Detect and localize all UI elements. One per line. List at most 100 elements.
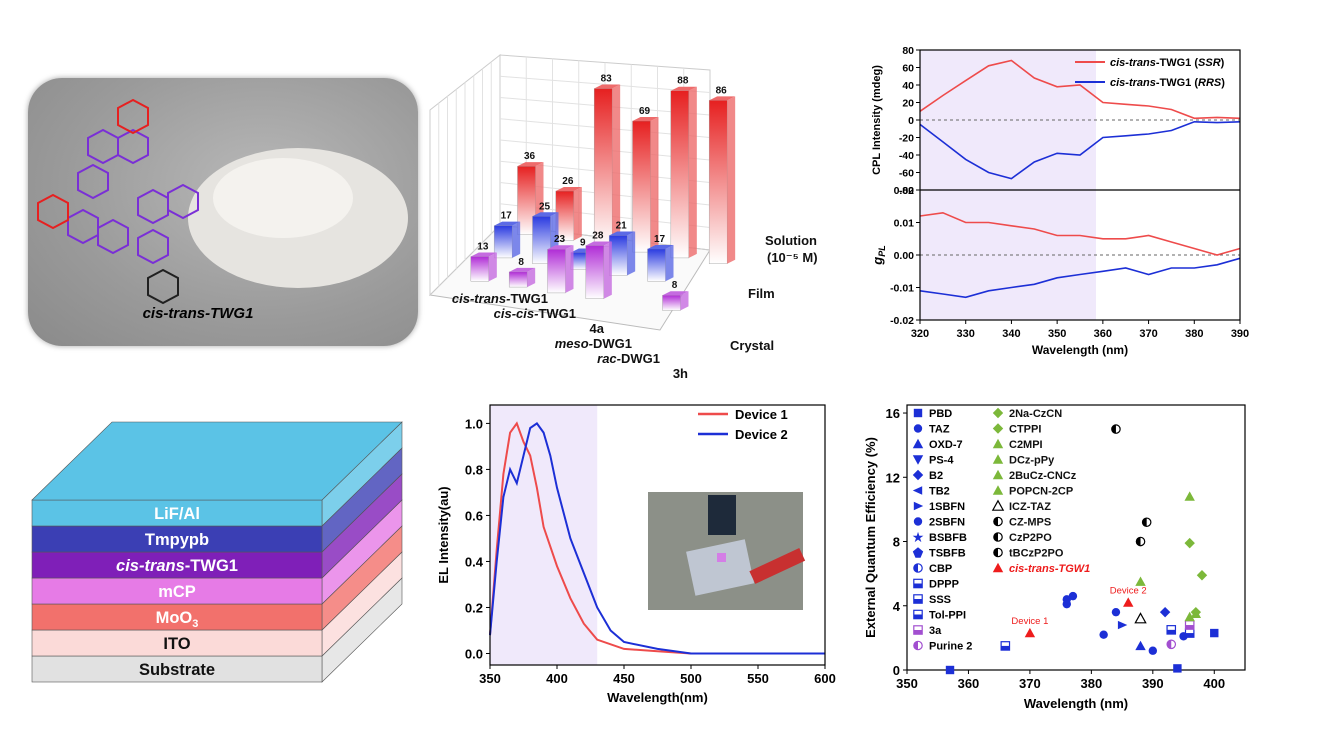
legend-label: ICZ-TAZ [1009, 501, 1051, 513]
ytick-label: 80 [902, 45, 914, 57]
bar-side [527, 267, 536, 288]
xtick-label: 500 [680, 671, 702, 686]
legend-label: OXD-7 [929, 439, 963, 451]
bar-2-1 [555, 190, 575, 241]
legend-marker [991, 499, 1005, 511]
legend-label: 2SBFN [929, 517, 965, 529]
legend-marker [992, 438, 1004, 449]
legend-label: Purine 2 [929, 641, 972, 653]
plot-frame [919, 49, 1241, 321]
xtick-label: 340 [1002, 328, 1020, 340]
eqe-svg: Device 1 Device 2 350 360 370 380 390 400 0 4 8 12 1… [863, 404, 1246, 711]
legend-label: tBCzP2PO [1009, 548, 1064, 560]
legend-label: 3a [929, 625, 942, 637]
bar-value-label: 8 [518, 257, 524, 268]
layer-front [31, 499, 323, 527]
xtick-label: 360 [958, 676, 980, 691]
xtick-label: 600 [814, 671, 836, 686]
ytick-label: 0 [893, 663, 900, 678]
legend-marker [992, 485, 1004, 495]
legend-label: TB2 [929, 486, 950, 498]
eqe-point-29 [1196, 570, 1208, 581]
bar-side [727, 96, 736, 264]
el-chart: 350 400 450 500 550 600 0.0 0.2 0.4 0.6 0.8 1.0 Wave… [430, 395, 840, 725]
eqe-xlabel: Wavelength (nm) [1024, 696, 1128, 711]
category-label: meso-DWG1 [555, 336, 632, 351]
xtick-label: 370 [1019, 676, 1041, 691]
layer-sub: 3 [192, 618, 198, 630]
layer-front [31, 629, 323, 657]
bar-top [470, 252, 497, 257]
cpl-series-1 [919, 120, 1241, 180]
bar-value-label: 36 [524, 151, 536, 162]
category-label: rac-DWG1 [597, 351, 660, 366]
bar-2-4 [670, 90, 690, 259]
eqe-point-26 [1184, 491, 1195, 501]
photo-svg: cis-trans-TWG1 [37, 98, 408, 322]
bar-side [665, 244, 674, 282]
molecule-structure [37, 98, 199, 305]
legend-marker [912, 438, 924, 449]
eqe-point-0 [945, 665, 955, 675]
xtick-label: 380 [1185, 328, 1203, 340]
legend-label: C2MPI [1009, 439, 1043, 451]
plot-frame [489, 404, 826, 666]
el-svg: 350 400 450 500 550 600 0.0 0.2 0.4 0.6 0.8 1.0 Wave… [436, 404, 836, 705]
inset-probe [749, 547, 806, 584]
bar-value-label: 17 [654, 234, 666, 245]
legend-marker [912, 455, 924, 465]
legend-marker [912, 547, 924, 558]
xtick-label: 400 [1203, 676, 1225, 691]
bar-value-label: 21 [616, 221, 628, 232]
el-xlabel: Wavelength(nm) [607, 690, 708, 705]
legend-label: PBD [929, 408, 952, 420]
bar-0-2 [547, 249, 566, 294]
xtick-label: 390 [1142, 676, 1164, 691]
legend-label: 2BuCz-CNCz [1009, 470, 1077, 482]
bar-top [547, 245, 574, 250]
category-label: 3h [673, 366, 688, 381]
eqe-point-19-fill [1167, 629, 1176, 635]
legend-rest: -TGW1 [1055, 563, 1090, 575]
xtick-label: 350 [479, 671, 501, 686]
eqe-point-15-fill [1142, 518, 1147, 527]
bar-value-label: 8 [672, 280, 678, 291]
layer-front [31, 525, 323, 553]
layer-rest: MoO [156, 609, 193, 627]
category-italic: cis-cis- [494, 306, 539, 321]
xtick-label: 450 [613, 671, 635, 686]
legend-label: TSBFB [929, 548, 966, 560]
legend-italic: cis-trans [1110, 77, 1156, 89]
legend-label: cis-trans-TWG1 (SSR) [1110, 57, 1225, 69]
xtick-label: 550 [747, 671, 769, 686]
gpl-sub: PL [877, 245, 887, 257]
xtick-label: 330 [957, 328, 975, 340]
bar-side [627, 231, 636, 276]
legend-label: CzP2PO [1009, 532, 1052, 544]
layer-label: Substrate [139, 661, 215, 679]
bar-0-1 [508, 271, 528, 288]
legend-config: SSR [1198, 57, 1221, 69]
legend-close: ) [1221, 57, 1225, 69]
eqe-point-12 [1134, 612, 1147, 624]
bar-top [609, 231, 636, 236]
xtick-label: 320 [911, 328, 929, 340]
ytick-label: 12 [886, 470, 900, 485]
legend-label: DPPP [929, 579, 959, 591]
legend-label: Device 2 [735, 427, 788, 442]
bar-top [594, 84, 621, 89]
legend-label: SSS [929, 594, 951, 606]
bar-value-label: 86 [716, 85, 728, 96]
gpl-g: g [870, 257, 885, 266]
bar-top [662, 291, 689, 296]
bar-top [585, 241, 612, 246]
bar-value-label: 83 [601, 74, 613, 85]
ytick-label: 0.6 [465, 508, 483, 523]
bar-value-label: 25 [539, 201, 551, 212]
bar-value-label: 69 [639, 106, 651, 117]
series-label-solution-conc: (10⁻⁵ M) [767, 250, 818, 265]
legend-label: 2Na-CzCN [1009, 408, 1062, 420]
xtick-label: 350 [1048, 328, 1066, 340]
category-label: cis-cis-TWG1 [494, 306, 576, 321]
bar-side [612, 84, 621, 247]
